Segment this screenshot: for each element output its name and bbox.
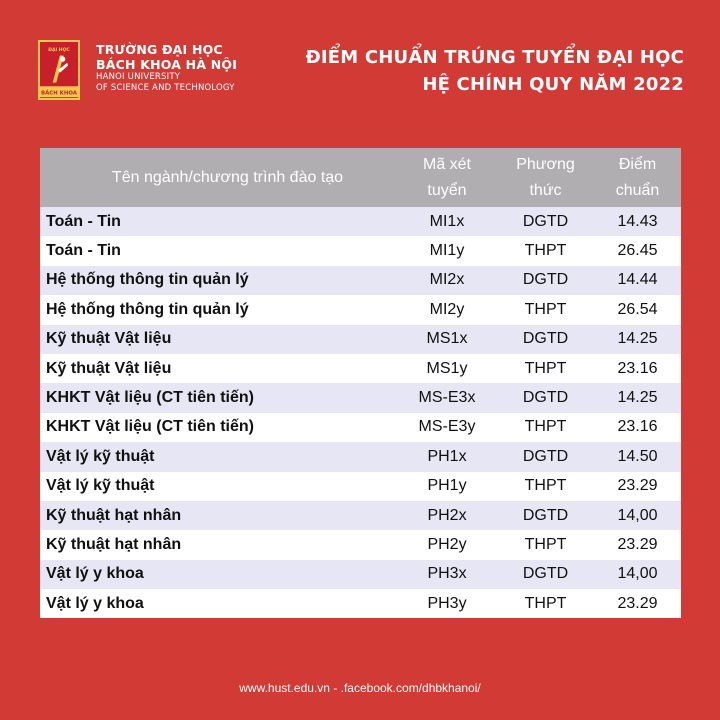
school-name-line2: BÁCH KHOA HÀ NỘI bbox=[96, 57, 238, 72]
table-row: Hệ thống thông tin quản lý MI2y THPT 26.54 bbox=[40, 295, 681, 325]
cell-method: THPT bbox=[524, 594, 567, 612]
cell-method: THPT bbox=[524, 359, 567, 377]
header-code-line1: Mã xét bbox=[422, 155, 471, 173]
cell-program: Hệ thống thông tin quản lý bbox=[46, 271, 249, 289]
cell-program: Vật lý y khoa bbox=[46, 565, 144, 583]
cell-score: 14,00 bbox=[617, 565, 658, 583]
cell-code: MI1y bbox=[429, 242, 465, 260]
cell-program: Toán - Tin bbox=[46, 242, 121, 260]
cell-method: THPT bbox=[524, 418, 567, 436]
header-code-line2: tuyển bbox=[427, 181, 467, 199]
cell-code: MI2y bbox=[429, 300, 465, 318]
university-logo: ĐẠI HỌC BÁCH KHOA bbox=[38, 40, 80, 100]
header-code: Mã xét tuyển bbox=[397, 152, 497, 204]
cell-code: MS1x bbox=[426, 330, 468, 348]
cell-code: MS-E3x bbox=[418, 389, 476, 407]
cell-method: THPT bbox=[524, 477, 567, 495]
logo-bottom-text: BÁCH KHOA bbox=[41, 89, 78, 96]
cell-method: DGTD bbox=[522, 212, 569, 230]
table-row: Kỹ thuật hạt nhân PH2x DGTD 14,00 bbox=[40, 500, 681, 531]
cell-score: 14.44 bbox=[617, 271, 658, 289]
cell-score: 26.54 bbox=[617, 300, 658, 318]
cell-score: 23.29 bbox=[617, 477, 658, 495]
footer: www.hust.edu.vn - .facebook.com/dhbkhano… bbox=[0, 681, 720, 695]
cell-program: KHKT Vật liệu (CT tiên tiến) bbox=[46, 389, 254, 407]
cell-score: 26.45 bbox=[617, 242, 658, 260]
cell-program: Hệ thống thông tin quản lý bbox=[46, 300, 249, 318]
cell-score: 14.25 bbox=[617, 330, 658, 348]
footer-website-link[interactable]: www.hust.edu.vn bbox=[239, 681, 330, 695]
cell-score: 14.43 bbox=[617, 212, 658, 230]
table-row: Vật lý kỹ thuật PH1x DGTD 14.50 bbox=[40, 442, 681, 472]
cell-code: MS-E3y bbox=[418, 418, 476, 436]
header-score-line2: chuẩn bbox=[615, 181, 660, 199]
table-row: Kỹ thuật hạt nhân PH2y THPT 23.29 bbox=[40, 530, 681, 560]
table-row: Vật lý y khoa PH3y THPT 23.29 bbox=[40, 589, 681, 619]
cell-method: THPT bbox=[524, 242, 567, 260]
table-row: Kỹ thuật Vật liệu MS1y THPT 23.16 bbox=[40, 353, 681, 384]
cell-score: 14.25 bbox=[617, 389, 658, 407]
cell-code: MI1x bbox=[429, 212, 465, 230]
cell-code: PH2y bbox=[427, 535, 467, 553]
header-method-line1: Phương bbox=[516, 155, 575, 173]
cell-program: Toán - Tin bbox=[46, 212, 121, 230]
cell-code: PH2x bbox=[427, 506, 467, 524]
table-row: KHKT Vật liệu (CT tiên tiến) MS-E3x DGTD 14… bbox=[40, 383, 681, 413]
school-english-line1: HANOI UNIVERSITY bbox=[96, 72, 181, 82]
table-row: Toán - Tin MI1y THPT 26.45 bbox=[40, 236, 681, 266]
cell-program: Kỹ thuật hạt nhân bbox=[46, 506, 182, 524]
cell-code: PH3y bbox=[427, 594, 467, 612]
cell-score: 14.50 bbox=[617, 447, 658, 465]
cell-method: DGTD bbox=[522, 447, 569, 465]
cell-program: Kỹ thuật hạt nhân bbox=[46, 535, 182, 553]
cell-code: PH1x bbox=[427, 447, 467, 465]
header-score-line1: Điểm bbox=[618, 155, 657, 173]
table-row: Hệ thống thông tin quản lý MI2x DGTD 14.44 bbox=[40, 265, 681, 296]
cell-method: DGTD bbox=[522, 565, 569, 583]
table-row: KHKT Vật liệu (CT tiên tiến) MS-E3y THPT 23… bbox=[40, 412, 681, 443]
cell-code: PH1y bbox=[427, 477, 467, 495]
cell-program: Vật lý kỹ thuật bbox=[46, 447, 155, 465]
cell-score: 14,00 bbox=[617, 506, 658, 524]
logo-top-text: ĐẠI HỌC bbox=[48, 47, 70, 53]
table-row: Vật lý y khoa PH3x DGTD 14,00 bbox=[40, 559, 681, 590]
cell-method: DGTD bbox=[522, 330, 569, 348]
table-row: Kỹ thuật Vật liệu MS1x DGTD 14.25 bbox=[40, 324, 681, 354]
table-row: Toán - Tin MI1x DGTD 14.43 bbox=[40, 207, 681, 237]
cell-score: 23.16 bbox=[617, 359, 658, 377]
footer-facebook-link[interactable]: - .facebook.com/dhbkhanoi/ bbox=[333, 681, 481, 695]
table-header: Tên ngành/chương trình đào tạo Mã xét tu… bbox=[40, 148, 681, 207]
cell-code: MI2x bbox=[429, 271, 465, 289]
cell-method: THPT bbox=[524, 535, 567, 553]
cell-method: DGTD bbox=[522, 506, 569, 524]
school-name-line1: TRƯỜNG ĐẠI HỌC bbox=[96, 42, 223, 57]
cell-program: Vật lý kỹ thuật bbox=[46, 477, 155, 495]
cell-program: KHKT Vật liệu (CT tiên tiến) bbox=[46, 418, 254, 436]
page-title-line2: HỆ CHÍNH QUY NĂM 2022 bbox=[422, 74, 684, 95]
cell-program: Vật lý y khoa bbox=[46, 594, 144, 612]
university-logo-emblem: ĐẠI HỌC BÁCH KHOA bbox=[40, 42, 78, 98]
cell-method: THPT bbox=[524, 300, 567, 318]
cell-program: Kỹ thuật Vật liệu bbox=[46, 330, 172, 348]
page-title-line1: ĐIỂM CHUẨN TRÚNG TUYỂN ĐẠI HỌC bbox=[305, 47, 684, 68]
cell-method: DGTD bbox=[522, 271, 569, 289]
header-method: Phương thức bbox=[497, 152, 594, 204]
cell-score: 23.29 bbox=[617, 535, 658, 553]
school-english-line2: OF SCIENCE AND TECHNOLOGY bbox=[96, 83, 235, 93]
page-title: ĐIỂM CHUẨN TRÚNG TUYỂN ĐẠI HỌC HỆ CHÍNH … bbox=[306, 44, 684, 98]
cell-score: 23.16 bbox=[617, 418, 658, 436]
cell-score: 23.29 bbox=[617, 594, 658, 612]
cell-code: MS1y bbox=[426, 359, 468, 377]
cell-method: DGTD bbox=[522, 389, 569, 407]
cell-code: PH3x bbox=[427, 565, 467, 583]
cell-program: Kỹ thuật Vật liệu bbox=[46, 359, 172, 377]
header-program: Tên ngành/chương trình đào tạo bbox=[111, 168, 344, 186]
school-name-block: TRƯỜNG ĐẠI HỌC BÁCH KHOA HÀ NỘI HANOI UN… bbox=[96, 42, 237, 94]
table-body: Toán - Tin MI1x DGTD 14.43 Toán - Tin MI1y THP… bbox=[40, 207, 681, 619]
scores-table: Tên ngành/chương trình đào tạo Mã xét tu… bbox=[40, 148, 681, 619]
table-row: Vật lý kỹ thuật PH1y THPT 23.29 bbox=[40, 471, 681, 501]
header-score: Điểm chuẩn bbox=[594, 152, 681, 204]
header-method-line2: thức bbox=[529, 181, 562, 199]
